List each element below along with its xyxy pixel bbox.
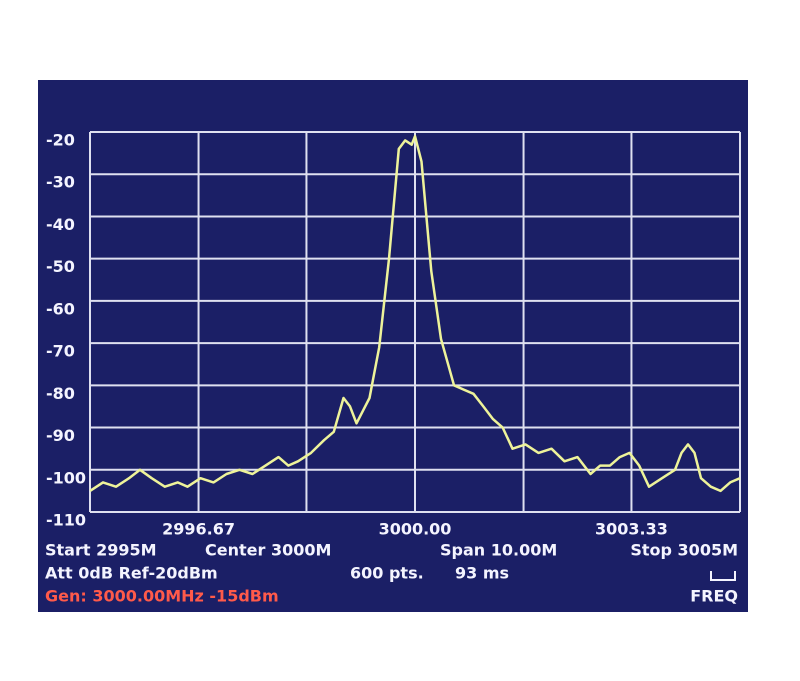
mode-label: FREQ: [690, 587, 738, 606]
screen: [38, 80, 748, 612]
y-tick-label: -70: [46, 342, 75, 361]
trace: [89, 134, 741, 493]
y-tick-label: -100: [46, 468, 86, 487]
y-tick-label: -90: [46, 426, 75, 445]
y-tick-label: -110: [46, 511, 86, 530]
y-tick-label: -60: [46, 299, 75, 318]
x-tick-label: 3000.00: [379, 520, 452, 539]
center-label: Center 3000M: [205, 541, 331, 560]
y-tick-label: -50: [46, 257, 75, 276]
att-label: Att 0dB Ref-20dBm: [45, 564, 218, 583]
sweep-label: 93 ms: [455, 564, 509, 583]
start-label: Start 2995M: [45, 541, 157, 560]
icon: [710, 571, 736, 581]
generator-label: Gen: 3000.00MHz -15dBm: [45, 587, 279, 606]
x-tick-label: 3003.33: [595, 520, 668, 539]
plot: -20 -30 -40 -50 -60 -70 -80 -90 -100 -110 2996.67 3…: [46, 131, 741, 539]
y-tick-label: -30: [46, 173, 75, 192]
span-label: Span 10.00M: [440, 541, 557, 560]
y-tick-label: -20: [46, 131, 75, 150]
y-tick-label: -80: [46, 384, 75, 403]
stop-label: Stop 3005M: [630, 541, 738, 560]
y-tick-label: -40: [46, 215, 75, 234]
x-tick-label: 2996.67: [162, 520, 235, 539]
points-label: 600 pts.: [350, 564, 424, 583]
